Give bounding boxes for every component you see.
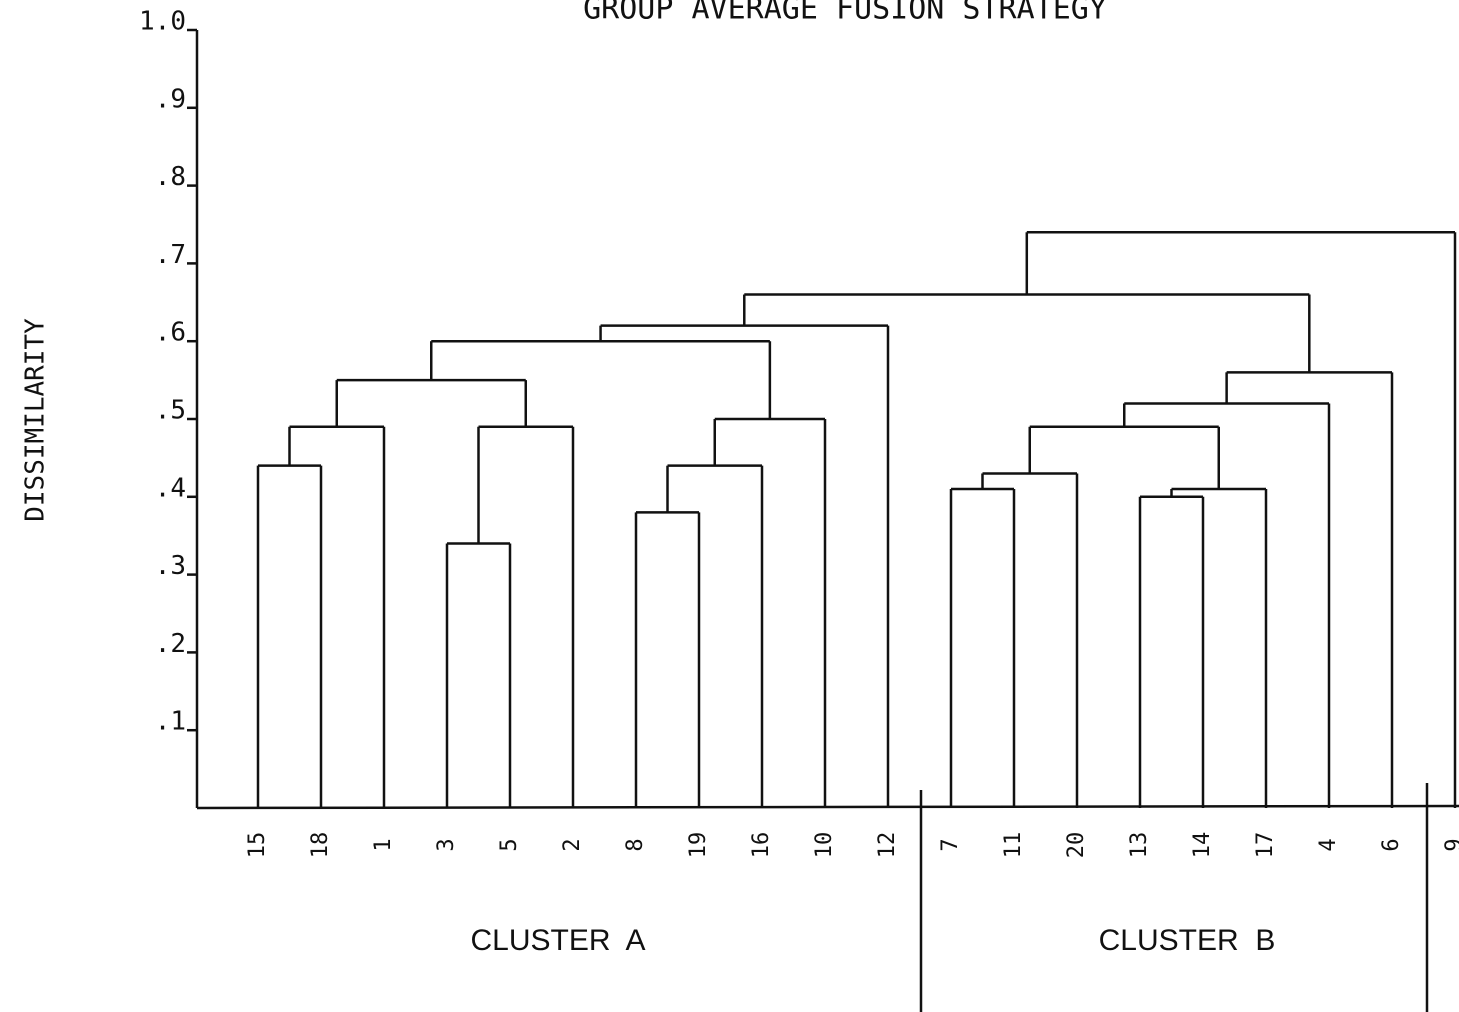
y-tick-label: .5 xyxy=(155,396,186,426)
leaf-label: 16 xyxy=(749,832,774,859)
leaf-label: 10 xyxy=(812,832,837,859)
x-axis xyxy=(196,804,1459,810)
y-tick-label: .6 xyxy=(155,318,186,348)
y-tick-label: .3 xyxy=(155,551,186,581)
y-axis-label: DISSIMILARITY xyxy=(21,318,51,522)
leaf-label: 20 xyxy=(1064,832,1089,859)
leaf-label: 2 xyxy=(560,838,585,851)
leaf-label: 8 xyxy=(623,838,648,851)
leaf-label: 15 xyxy=(245,832,270,859)
y-tick-label: .7 xyxy=(155,240,186,270)
leaf-label: 5 xyxy=(497,838,522,851)
leaf-label: 12 xyxy=(875,832,900,859)
y-tick-label: .1 xyxy=(155,707,186,737)
leaf-label: 18 xyxy=(308,832,333,859)
y-tick-label: 1.0 xyxy=(139,7,186,37)
y-tick-label: .4 xyxy=(155,473,186,503)
cluster-label: CLUSTER A xyxy=(470,924,645,957)
chart-title: GROUP AVERAGE FUSION STRATEGY xyxy=(583,0,1107,27)
leaf-label: 13 xyxy=(1127,832,1152,859)
leaf-label: 11 xyxy=(1001,832,1026,859)
y-tick-label: .2 xyxy=(155,629,186,659)
leaf-label: 7 xyxy=(938,838,963,851)
leaf-label: 1 xyxy=(371,838,396,851)
leaf-label: 3 xyxy=(434,838,459,851)
leaf-label: 6 xyxy=(1379,838,1404,851)
leaf-label: 9 xyxy=(1442,838,1459,851)
leaf-label: 4 xyxy=(1316,838,1341,851)
cluster-label: CLUSTER B xyxy=(1099,924,1276,957)
leaf-label: 19 xyxy=(686,832,711,859)
y-tick-label: .9 xyxy=(155,84,186,114)
y-tick-label: .8 xyxy=(155,162,186,192)
leaf-label: 14 xyxy=(1190,832,1215,859)
leaf-label: 17 xyxy=(1253,832,1278,859)
